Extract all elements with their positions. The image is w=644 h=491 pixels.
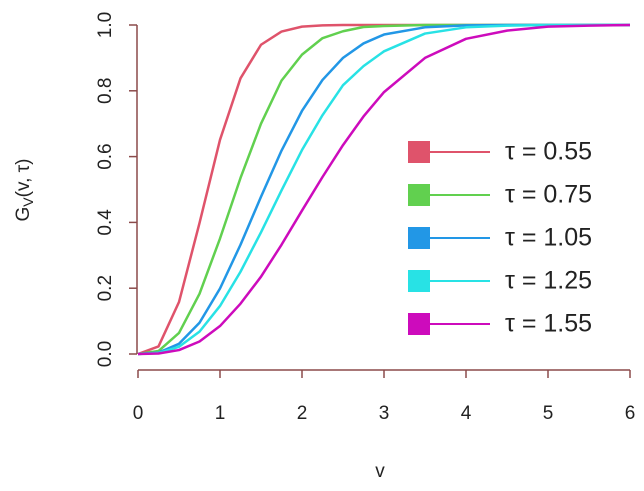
series-line xyxy=(137,23,631,356)
x-tick-label: 6 xyxy=(625,403,636,424)
legend-label: τ = 1.25 xyxy=(505,267,592,295)
x-tick-label: 3 xyxy=(379,403,390,424)
legend-label: τ = 0.55 xyxy=(505,138,592,166)
legend-swatch xyxy=(408,141,430,163)
y-tick-label: 0.8 xyxy=(95,78,116,104)
x-tick-label: 5 xyxy=(543,403,554,424)
legend-swatch xyxy=(408,313,430,335)
y-tick-label: 0.0 xyxy=(95,341,116,367)
legend-label: τ = 1.55 xyxy=(505,310,592,338)
legend-label: τ = 0.75 xyxy=(505,181,592,209)
x-axis-label: v xyxy=(375,461,385,482)
y-tick-label: 1.0 xyxy=(95,12,116,38)
legend-swatch xyxy=(408,270,430,292)
x-tick-label: 4 xyxy=(461,403,472,424)
y-tick-label: 0.6 xyxy=(95,143,116,169)
x-tick-label: 1 xyxy=(215,403,226,424)
x-tick-label: 0 xyxy=(133,403,144,424)
y-label-base: G xyxy=(13,207,34,222)
legend-swatch xyxy=(408,227,430,249)
y-label-subscript: V xyxy=(20,197,36,207)
y-label-rest: (v, τ) xyxy=(13,159,34,198)
legend-swatch xyxy=(408,184,430,206)
y-tick-label: 0.4 xyxy=(95,209,116,236)
y-axis-label: GV(v, τ) xyxy=(13,159,36,222)
series-line xyxy=(137,23,630,356)
y-tick-label: 0.2 xyxy=(95,275,116,301)
legend-label: τ = 1.05 xyxy=(505,224,592,252)
x-tick-label: 2 xyxy=(297,403,308,424)
